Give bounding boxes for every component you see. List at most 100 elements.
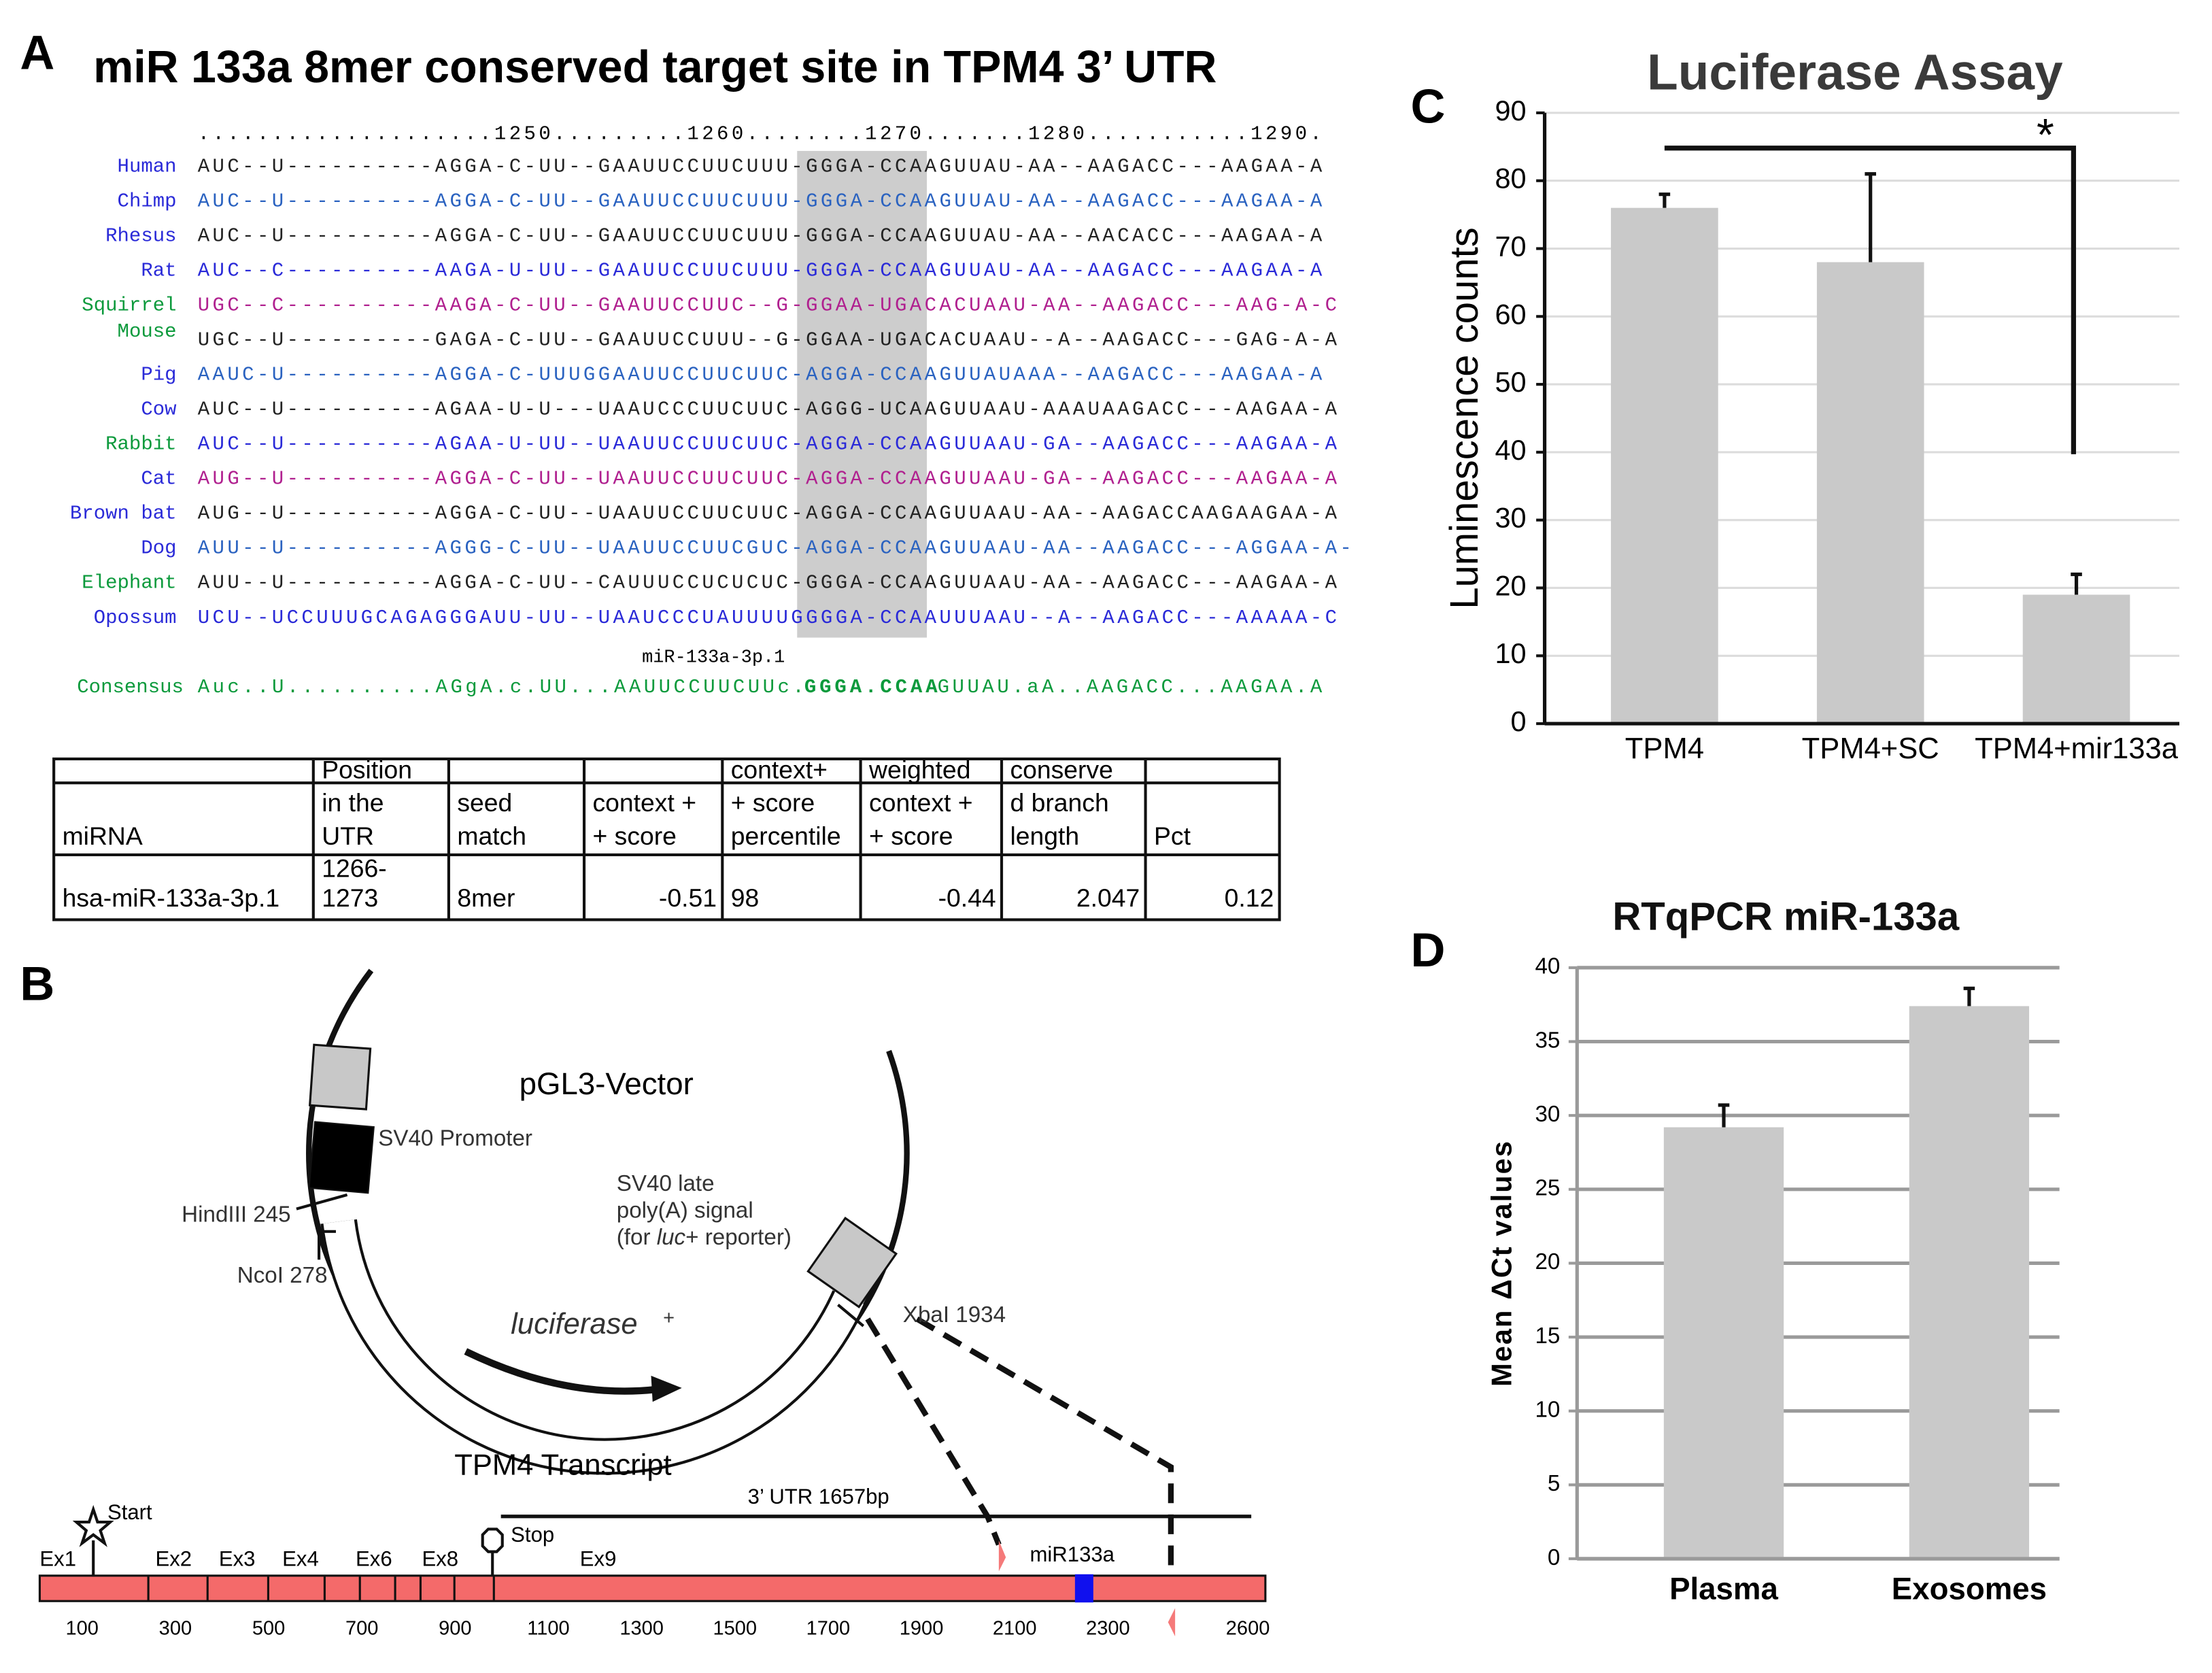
promoter-box <box>308 1121 375 1194</box>
stop-sign <box>481 1527 504 1553</box>
sequence: AUG--U----------AGGA-C-UU--UAAUUCCUUCUUC… <box>198 468 1338 490</box>
xbai-line <box>837 1304 865 1328</box>
species-name: Human <box>118 155 177 178</box>
table-cell: 1266- <box>322 854 386 883</box>
axis-tick-label: 100 <box>66 1617 99 1639</box>
table-header: miRNA <box>63 822 143 850</box>
species-name: Pig <box>141 364 176 386</box>
start-star <box>72 1504 114 1547</box>
panel-label: D <box>1411 923 1446 977</box>
marker <box>1168 1608 1176 1637</box>
marker <box>998 1540 1006 1572</box>
polya-note-part: luc <box>657 1225 686 1250</box>
hindiii-line <box>296 1193 348 1211</box>
site-label: NcoI 278 <box>237 1263 328 1288</box>
y-axis-label: Luminescence counts <box>1442 227 1486 609</box>
y-tick-label: 20 <box>1495 569 1526 601</box>
x-tick-label: TPM4 <box>1625 732 1704 765</box>
vector-name: pGL3-Vector <box>520 1066 694 1101</box>
species-name: Rhesus <box>105 224 176 247</box>
table-header: seed <box>457 788 512 817</box>
panel-label: C <box>1411 79 1446 133</box>
axis-tick-label: 500 <box>252 1617 285 1639</box>
site-label: miR-133a-3p.1 <box>642 648 785 669</box>
table-header: context + <box>869 788 973 817</box>
axis-tick-label: 2300 <box>1086 1617 1130 1639</box>
y-tick-label: 15 <box>1535 1323 1560 1349</box>
polya-label: SV40 late <box>617 1171 715 1196</box>
axis-tick-label: 900 <box>439 1617 471 1639</box>
table-cell: 0.12 <box>1225 883 1274 912</box>
bar <box>1663 1127 1784 1559</box>
transcript-title: TPM4 Transcript <box>454 1449 671 1482</box>
y-tick-label: 30 <box>1535 1102 1560 1127</box>
y-tick-label: 10 <box>1495 637 1526 669</box>
gene-sup: + <box>663 1307 675 1329</box>
y-tick-label: 25 <box>1535 1176 1560 1201</box>
species-name: Cow <box>141 399 177 421</box>
plasmid-drawing <box>38 968 1267 1637</box>
consensus-label: Consensus <box>77 676 184 698</box>
species-name: Opossum <box>94 607 177 629</box>
table-header: + score <box>592 822 676 850</box>
table-cell: 1273 <box>322 883 378 912</box>
table-header: conserve <box>1010 755 1112 783</box>
y-tick-label: 10 <box>1535 1397 1560 1422</box>
consensus-before: Auc..U..........AGgA.c.UU...AAUUCCUUCUUc… <box>198 676 804 698</box>
table-header: context + <box>592 788 696 817</box>
exon-label: Ex6 <box>356 1547 392 1570</box>
y-tick-label: 50 <box>1495 366 1526 398</box>
axis-tick-label: 1500 <box>713 1617 757 1639</box>
axis-tick-label: 700 <box>345 1617 378 1639</box>
y-tick-label: 30 <box>1495 502 1526 534</box>
axis-tick-label: 1100 <box>527 1617 569 1639</box>
species-name: Chimp <box>118 190 177 212</box>
exon-label: Ex1 <box>39 1547 76 1570</box>
chart-title: Luciferase Assay <box>1647 44 2063 101</box>
alignment-title: miR 133a 8mer conserved target site in T… <box>93 42 1216 92</box>
bar <box>1909 1006 2030 1559</box>
transcript-bar <box>38 1574 1267 1602</box>
sequence: UGC--U----------GAGA-C-UU--GAAUUCCUUU--G… <box>198 329 1338 352</box>
mirna-label: miR133a <box>1030 1542 1114 1566</box>
panel-label: B <box>20 957 54 1011</box>
sequence: AUU--U----------AGGA-C-UU--CAUUUCCUCUCUC… <box>198 572 1338 594</box>
table: miRNA Position in the UTR seed match context +… <box>52 755 1281 922</box>
y-tick-label: 70 <box>1495 230 1526 262</box>
species-name: Elephant <box>82 572 176 594</box>
table-cell: 8mer <box>457 883 515 912</box>
bar <box>1816 262 1924 724</box>
y-axis-label: Mean ΔCt values <box>1485 1140 1517 1387</box>
x-tick-label: Plasma <box>1669 1572 1778 1606</box>
y-tick-label: 60 <box>1495 298 1526 330</box>
table-cell: hsa-miR-133a-3p.1 <box>63 883 280 912</box>
polya-label: poly(A) signal <box>617 1198 753 1223</box>
start-label: Start <box>107 1500 152 1524</box>
y-tick-label: 40 <box>1495 434 1526 466</box>
axis-tick-label: 2600 <box>1226 1617 1270 1639</box>
significance-bracket <box>1664 146 2077 454</box>
axis-tick-label: 1700 <box>806 1617 851 1639</box>
site-label: HindIII 245 <box>182 1202 290 1228</box>
exon-label: Ex3 <box>219 1547 256 1570</box>
polya-note-part: + reporter) <box>685 1225 792 1250</box>
axis-tick-label: 300 <box>159 1617 192 1639</box>
gray-box <box>308 1043 372 1111</box>
table-header: context+ <box>731 755 828 783</box>
exon-label: Ex4 <box>282 1547 319 1570</box>
stop-label: Stop <box>511 1523 554 1547</box>
arrow-head <box>651 1375 682 1402</box>
y-tick-label: 0 <box>1548 1545 1560 1570</box>
table-header: UTR <box>322 822 374 850</box>
mirna-site <box>1074 1574 1093 1603</box>
sequence: AUG--U----------AGGA-C-UU--UAAUUCCUUCUUC… <box>198 503 1338 525</box>
exon-label: Ex9 <box>580 1547 617 1570</box>
species-name: Rat <box>141 260 176 282</box>
exon-label: Ex2 <box>155 1547 192 1570</box>
y-tick-label: 80 <box>1495 163 1526 195</box>
y-tick-label: 0 <box>1511 705 1527 737</box>
direction-arrow <box>464 1348 657 1395</box>
table-header: percentile <box>731 822 841 850</box>
